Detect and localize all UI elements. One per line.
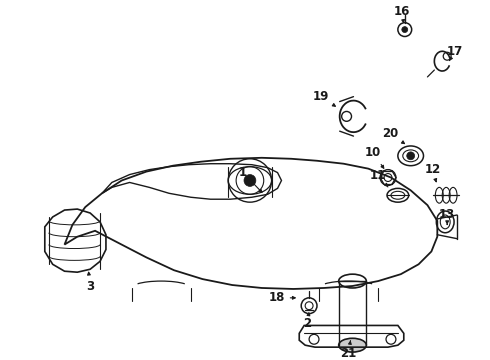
Text: 3: 3 xyxy=(86,272,94,293)
Text: 12: 12 xyxy=(424,163,441,182)
Text: 10: 10 xyxy=(365,147,384,168)
Text: 9: 9 xyxy=(0,359,1,360)
Text: 15: 15 xyxy=(0,359,1,360)
Text: 13: 13 xyxy=(439,208,455,224)
Text: 14: 14 xyxy=(0,359,1,360)
Text: 1: 1 xyxy=(239,166,262,192)
Text: 16: 16 xyxy=(393,5,410,22)
Text: 22: 22 xyxy=(0,359,1,360)
Ellipse shape xyxy=(339,338,367,352)
Text: 20: 20 xyxy=(382,127,404,144)
Text: 7: 7 xyxy=(0,359,1,360)
Text: 11: 11 xyxy=(370,169,388,187)
Text: 2: 2 xyxy=(303,313,311,330)
Text: 4: 4 xyxy=(0,359,1,360)
Text: 19: 19 xyxy=(313,90,335,106)
Text: 21: 21 xyxy=(341,341,357,360)
Text: 5: 5 xyxy=(0,359,1,360)
Text: 8: 8 xyxy=(0,359,1,360)
Circle shape xyxy=(402,27,408,32)
Text: 17: 17 xyxy=(447,45,463,60)
Text: 18: 18 xyxy=(269,291,295,304)
Text: 6: 6 xyxy=(0,359,1,360)
Circle shape xyxy=(244,175,256,186)
Circle shape xyxy=(407,152,415,160)
